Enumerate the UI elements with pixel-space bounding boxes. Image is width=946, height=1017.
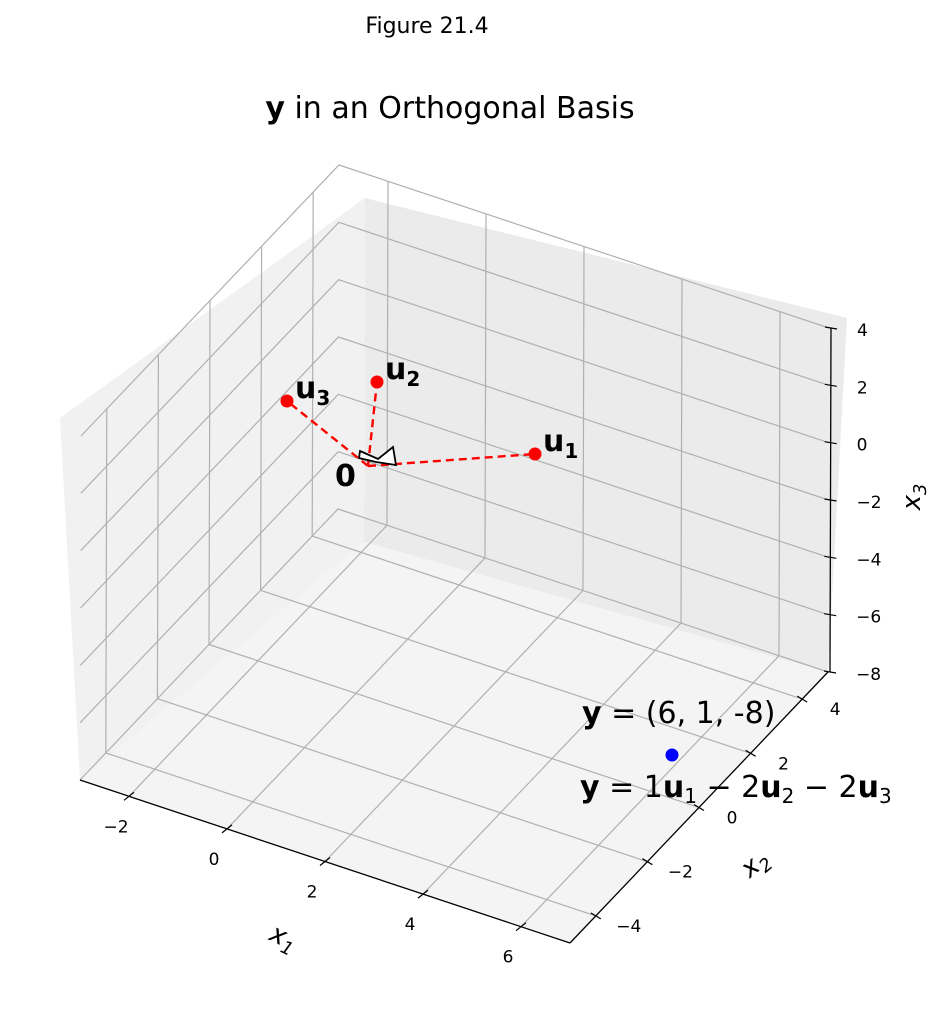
x-tick-mark bbox=[319, 857, 331, 866]
grid-line-z bbox=[79, 450, 829, 724]
z-tick-mark bbox=[823, 670, 837, 674]
basis-point-u3 bbox=[280, 394, 294, 408]
grid-lines bbox=[79, 164, 830, 928]
y-tick-label: 4 bbox=[830, 700, 841, 720]
grid-line-y-floor bbox=[157, 698, 648, 863]
grid-line-y-floor bbox=[260, 589, 751, 754]
x-tick-label: 6 bbox=[503, 948, 514, 968]
figure-suptitle: Figure 21.4 bbox=[365, 14, 488, 39]
z-axis-label: x3 bbox=[897, 484, 931, 512]
y-tick-mark bbox=[693, 803, 705, 812]
basis-vector-line-u3 bbox=[286, 400, 369, 467]
x-tick-mark bbox=[221, 824, 233, 834]
z-tick-mark bbox=[824, 555, 837, 559]
basis-label-u1: u1 bbox=[543, 424, 578, 463]
pane-floor bbox=[80, 542, 828, 943]
y-tick-label: −2 bbox=[668, 863, 693, 883]
chart-marks: u1 u2 u3 0 bbox=[280, 352, 679, 762]
z-tick-label: 4 bbox=[857, 321, 868, 341]
grid-line-z bbox=[79, 508, 829, 781]
x-tick-label: 2 bbox=[307, 883, 318, 903]
z-tick-label: −6 bbox=[856, 608, 881, 628]
z-tick-mark bbox=[824, 383, 837, 387]
basis-point-u1 bbox=[528, 447, 542, 461]
grid-line-z bbox=[80, 164, 830, 437]
y-tick-label: 2 bbox=[778, 754, 789, 774]
y-tick-mark bbox=[745, 749, 756, 757]
z-tick-label: −4 bbox=[856, 550, 881, 570]
z-tick-label: −8 bbox=[856, 665, 881, 685]
grid-line-z bbox=[80, 278, 829, 552]
z-tick-label: 0 bbox=[857, 436, 868, 456]
y-tick-mark bbox=[796, 695, 808, 703]
point-y bbox=[665, 748, 679, 762]
basis-label-u2: u2 bbox=[385, 352, 420, 391]
x-axis-label: x1 bbox=[262, 918, 302, 961]
grid-line-z bbox=[80, 221, 830, 494]
x-tick-label: 0 bbox=[209, 850, 220, 870]
axes: −2 0 2 4 6 −4 −2 0 2 4 −8 −6 −4 −2 0 2 4 bbox=[79, 321, 882, 968]
y-tick-mark bbox=[590, 912, 602, 920]
z-tick-label: −2 bbox=[857, 493, 882, 513]
y-tick-mark bbox=[642, 858, 653, 866]
chart-title-rest: in an Orthogonal Basis bbox=[285, 91, 635, 126]
z-tick-mark bbox=[824, 441, 837, 445]
y-tick-label: 0 bbox=[727, 809, 738, 829]
chart-title-bold: y bbox=[265, 91, 285, 126]
x-tick-label: −2 bbox=[103, 817, 128, 837]
x-tick-label: 4 bbox=[405, 915, 416, 935]
pane-left bbox=[60, 198, 365, 780]
grid-line-z bbox=[80, 336, 829, 609]
y-tick-label: −4 bbox=[616, 917, 641, 937]
x-tick-mark bbox=[417, 889, 429, 899]
grid-line-y-floor bbox=[208, 643, 700, 809]
basis-vector-line-u2 bbox=[366, 381, 379, 467]
basis-point-u2 bbox=[370, 375, 384, 389]
origin-label: 0 bbox=[335, 459, 356, 494]
x-tick-mark bbox=[515, 922, 527, 932]
z-tick-mark bbox=[824, 613, 837, 617]
z-tick-mark bbox=[824, 498, 837, 502]
y-axis-label: x2 bbox=[734, 844, 777, 888]
basis-label-u3: u3 bbox=[295, 371, 330, 410]
z-tick-mark bbox=[824, 326, 838, 330]
chart-title: y in an Orthogonal Basis bbox=[265, 91, 634, 126]
x-tick-mark bbox=[123, 791, 135, 801]
grid-line-z bbox=[79, 393, 829, 666]
grid-line-y-floor bbox=[105, 752, 596, 917]
annotation-coordinates: y = (6, 1, -8) bbox=[582, 696, 775, 731]
grid-line-y-floor bbox=[312, 535, 803, 700]
z-tick-label: 2 bbox=[857, 378, 868, 398]
right-angle-marker bbox=[357, 445, 398, 467]
annotation-expansion: y = 1u1 − 2u2 − 2u3 bbox=[580, 770, 892, 808]
